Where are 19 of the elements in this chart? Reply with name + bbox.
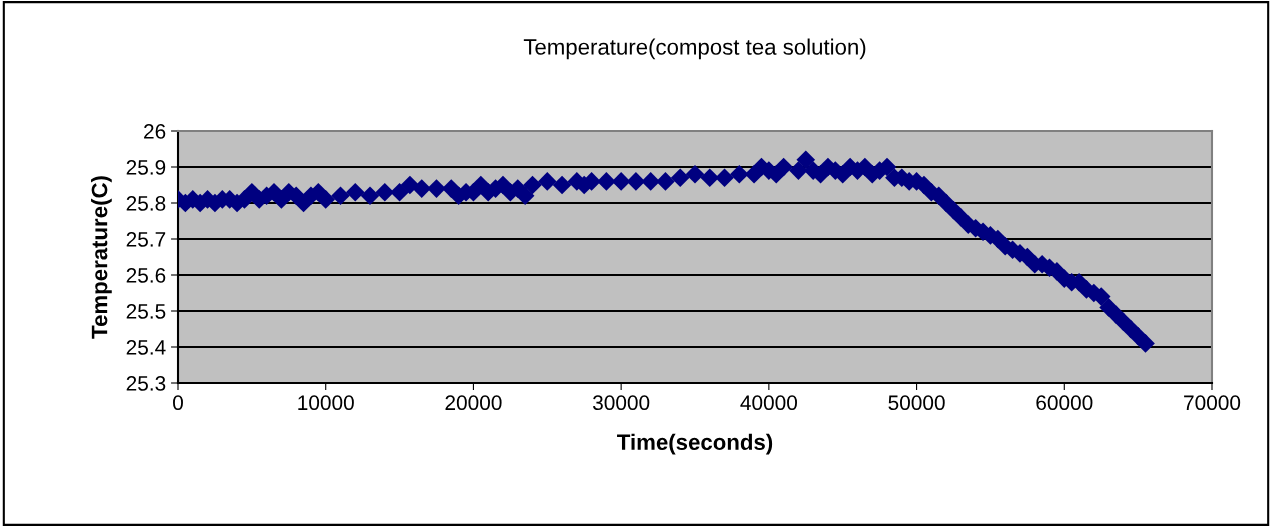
y-tick-label: 25.8	[126, 196, 166, 211]
y-tick-label: 25.3	[126, 376, 166, 391]
x-tick-label: 0	[173, 395, 183, 411]
x-tick-label: 60000	[1036, 395, 1093, 411]
y-tick-label: 25.4	[126, 340, 166, 355]
x-tick-label: 70000	[1184, 395, 1241, 411]
x-tick-label: 50000	[888, 395, 945, 411]
x-tick-label: 40000	[740, 395, 798, 411]
x-axis-title: Time(seconds)	[617, 433, 773, 455]
y-tick-label: 25.9	[126, 160, 166, 175]
y-tick-label: 25.5	[126, 304, 166, 319]
y-tick-label: 25.6	[126, 268, 166, 283]
x-tick-label: 20000	[445, 395, 502, 411]
y-axis-title: Temperature(C)	[91, 176, 112, 339]
x-tick-label: 30000	[592, 395, 650, 411]
y-tick-label: 26	[144, 124, 166, 139]
x-tick-label: 10000	[298, 395, 354, 411]
y-tick-label: 25.7	[126, 232, 166, 247]
chart-title: Temperature(compost tea solution)	[523, 38, 866, 60]
